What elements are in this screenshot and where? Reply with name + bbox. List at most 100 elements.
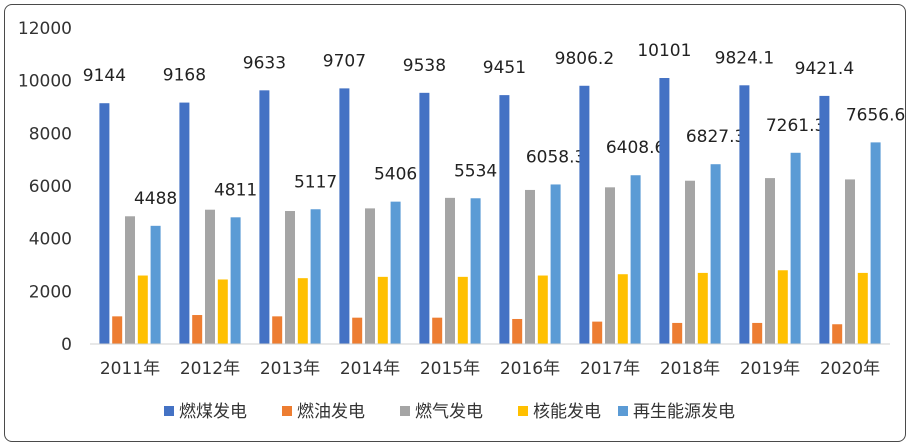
- bar-3-9: [765, 178, 775, 344]
- y-tick-label: 6000: [29, 177, 72, 197]
- legend-swatch: [618, 406, 628, 416]
- x-axis: 2011年 2012年 2013年 2014年 2015年 2016年 2017年 2018年…: [90, 343, 890, 379]
- bar-5-3: [310, 209, 321, 344]
- bar-3-3: [285, 211, 295, 344]
- y-tick-label: 8000: [29, 124, 72, 144]
- bar-3-10: [845, 179, 855, 344]
- data-label: 5534: [454, 161, 497, 181]
- data-label: 9421.4: [795, 59, 854, 79]
- bar-1-9: [739, 85, 750, 345]
- bar-5-10: [870, 142, 881, 344]
- data-label: 9633: [243, 53, 286, 73]
- bar-1-2: [179, 102, 190, 344]
- legend-swatch: [164, 406, 174, 416]
- bar-1-6: [499, 95, 510, 345]
- legend-label: 燃油发电: [297, 402, 365, 422]
- x-tick-label: 2014年: [340, 359, 400, 379]
- bar-2-6: [512, 318, 523, 344]
- bar-2-7: [592, 321, 603, 344]
- bar-4-5: [457, 276, 468, 344]
- data-label: 9707: [323, 51, 366, 71]
- y-tick-label: 0: [61, 335, 72, 355]
- bar-4-7: [617, 274, 628, 344]
- legend-swatch: [518, 406, 528, 416]
- bar-1-1: [99, 103, 110, 345]
- data-label: 5117: [294, 172, 337, 192]
- bar-5-2: [230, 217, 241, 344]
- data-label: 5406: [374, 165, 417, 185]
- y-tick-label: 12000: [18, 19, 72, 39]
- bar-3-7: [605, 187, 615, 344]
- y-tick-label: 10000: [18, 72, 72, 92]
- x-tick-label: 2020年: [820, 359, 880, 379]
- bar-5-8: [710, 164, 721, 344]
- bar-4-1: [137, 275, 148, 344]
- bar-4-9: [777, 270, 788, 344]
- bar-1-8: [659, 78, 670, 344]
- x-tick-label: 2017年: [580, 359, 640, 379]
- legend-label: 再生能源发电: [633, 402, 735, 422]
- data-label: 9144: [83, 66, 126, 86]
- x-tick-label: 2016年: [500, 359, 560, 379]
- legend-label: 核能发电: [533, 402, 601, 422]
- data-label: 4488: [134, 189, 177, 209]
- data-label: 9824.1: [715, 48, 774, 68]
- bar-5-4: [390, 201, 401, 344]
- data-label: 9451: [483, 58, 526, 78]
- x-tick-label: 2018年: [660, 359, 720, 379]
- legend-swatch: [282, 406, 292, 416]
- bar-4-2: [217, 279, 228, 344]
- data-label: 4811: [214, 180, 257, 200]
- bar-2-9: [752, 322, 763, 344]
- bar-1-10: [819, 95, 830, 345]
- x-tick-label: 2019年: [740, 359, 800, 379]
- plot-area: 9144 4488 9168 4811 9633 5117 9707 5406 9538 5534…: [83, 41, 905, 345]
- data-label: 9538: [403, 56, 446, 76]
- bar-5-9: [790, 152, 801, 344]
- bar-3-5: [445, 197, 455, 344]
- data-label: 7261.3: [766, 116, 825, 136]
- data-label: 9168: [163, 66, 206, 86]
- bar-3-8: [685, 180, 695, 344]
- bar-2-1: [112, 316, 123, 344]
- x-tick-label: 2012年: [180, 359, 240, 379]
- x-tick-label: 2015年: [420, 359, 480, 379]
- y-tick-label: 4000: [29, 230, 72, 250]
- bar-5-7: [630, 175, 641, 344]
- legend: 燃煤发电 燃油发电 燃气发电 核能发电 再生能源发电: [164, 402, 735, 422]
- data-label: 6827.3: [686, 127, 745, 147]
- data-label: 9806.2: [555, 49, 614, 69]
- bar-1-5: [419, 92, 430, 344]
- data-label: 7656.6: [846, 105, 905, 125]
- bar-1-7: [579, 85, 590, 345]
- bar-4-4: [377, 276, 388, 344]
- bar-5-5: [470, 198, 481, 344]
- x-tick-label: 2011年: [100, 359, 160, 379]
- bar-2-4: [352, 317, 363, 344]
- bar-3-1: [125, 216, 135, 344]
- bar-4-10: [857, 272, 868, 344]
- bar-1-4: [339, 88, 350, 344]
- bar-4-8: [697, 272, 708, 344]
- bar-5-6: [550, 184, 561, 344]
- data-label: 6408.6: [606, 138, 665, 158]
- data-label: 10101: [637, 41, 691, 61]
- bar-1-3: [259, 90, 270, 344]
- bar-2-5: [432, 317, 443, 344]
- legend-label: 燃煤发电: [179, 402, 247, 422]
- bar-2-3: [272, 316, 283, 344]
- bar-3-4: [365, 208, 375, 344]
- y-tick-label: 2000: [29, 282, 72, 302]
- bar-3-2: [205, 209, 215, 344]
- data-label: 6058.3: [526, 147, 585, 167]
- bar-2-2: [192, 315, 203, 344]
- bar-4-3: [297, 278, 308, 344]
- bar-3-6: [525, 189, 535, 344]
- bar-5-1: [150, 225, 161, 344]
- legend-label: 燃气发电: [415, 402, 483, 422]
- bar-2-8: [672, 322, 683, 344]
- x-tick-label: 2013年: [260, 359, 320, 379]
- bar-2-10: [832, 324, 843, 344]
- y-axis: 0 2000 4000 6000 8000 10000 12000: [18, 19, 72, 355]
